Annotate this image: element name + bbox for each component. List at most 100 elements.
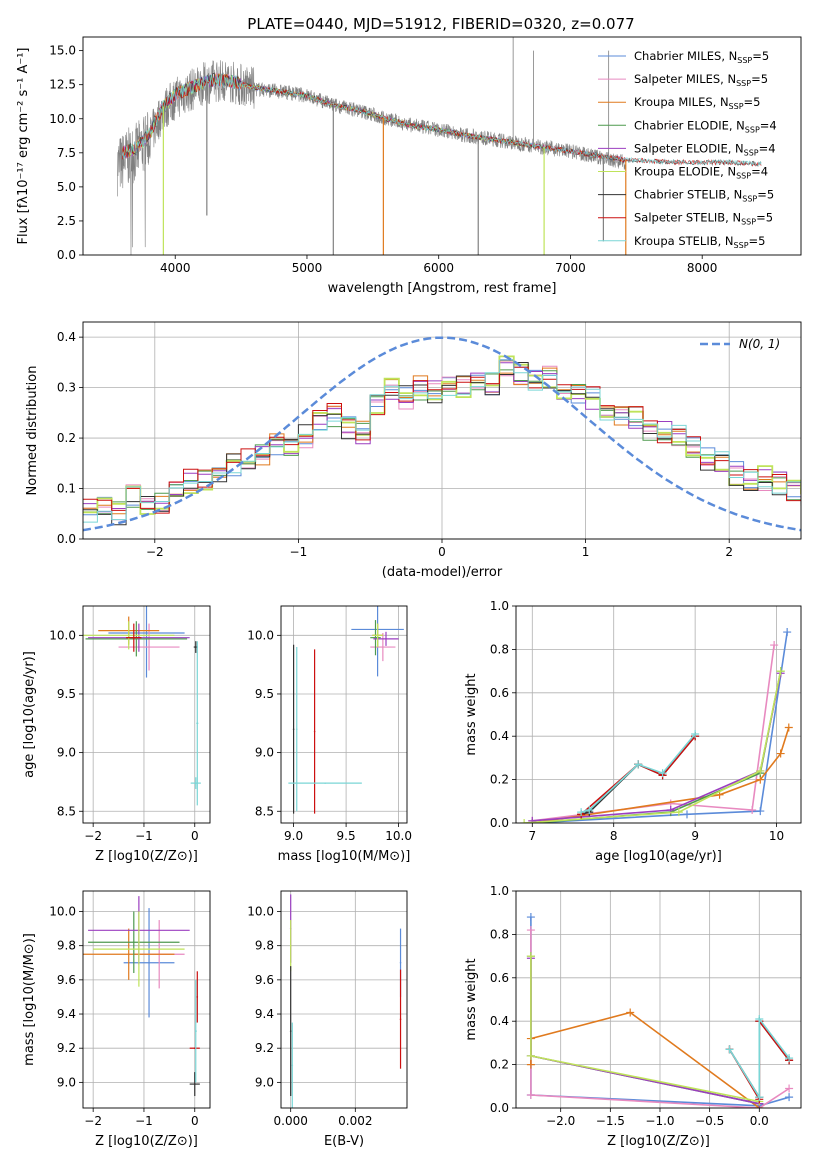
mass-vs-ebv-point bbox=[399, 1018, 402, 1020]
residuals-ytick-label: 0.2 bbox=[57, 431, 76, 445]
massweight-vs-Z-panel: −2.0 −1.5 −1.0 −0.5 0.0 0.0 0.2 0.4 0.6 0.8 1.0 Z [… bbox=[464, 884, 802, 1149]
residuals-ytick-label: 0.0 bbox=[57, 532, 76, 546]
mass-vs-ebv-ytick-label: 9.2 bbox=[255, 1041, 274, 1055]
massweight-vs-age-xtick-label: 10 bbox=[769, 829, 784, 843]
massweight-vs-Z-plot-area bbox=[526, 913, 794, 1108]
residual-histogram-step bbox=[83, 359, 801, 523]
massweight-vs-age-marker bbox=[770, 641, 779, 650]
age-vs-mass-panel: 9.0 9.5 10.0 8.5 9.0 9.5 10.0 mass [log10(M/M⊙)… bbox=[247, 605, 412, 864]
massweight-vs-age-marker bbox=[748, 805, 757, 814]
mass-vs-ebv-point bbox=[289, 944, 292, 947]
massweight-vs-age-series-line bbox=[532, 670, 782, 823]
spectrum-xtick-label: 5000 bbox=[292, 261, 323, 275]
age-vs-Z-xtick-label: −2 bbox=[84, 829, 102, 843]
residuals-xtick-label: −2 bbox=[146, 545, 164, 559]
spectrum-ytick-label: 12.5 bbox=[49, 78, 76, 92]
massweight-vs-Z-ytick-label: 1.0 bbox=[490, 884, 509, 898]
massweight-vs-age-marker bbox=[585, 805, 594, 814]
spectrum-model-line bbox=[122, 73, 762, 167]
residuals-xtick-label: 0 bbox=[438, 545, 446, 559]
spectrum-xlabel: wavelength [Angstrom, rest frame] bbox=[328, 281, 557, 296]
massweight-vs-age-xtick-label: 9 bbox=[691, 829, 699, 843]
massweight-vs-age-marker bbox=[634, 760, 643, 769]
mass-vs-ebv-panel: 0.000 0.002 9.0 9.2 9.4 9.6 9.8 10.0 E(B-V) bbox=[247, 890, 408, 1149]
age-vs-mass-ytick-label: 9.5 bbox=[255, 687, 274, 701]
normal-curve-line bbox=[83, 336, 801, 532]
age-vs-mass-ytick-label: 10.0 bbox=[247, 628, 274, 642]
massweight-vs-age-marker bbox=[674, 808, 683, 817]
massweight-vs-age-marker bbox=[756, 766, 765, 775]
massweight-vs-Z-marker bbox=[526, 1060, 535, 1069]
massweight-vs-age-ytick-label: 1.0 bbox=[490, 599, 509, 613]
age-vs-mass-point bbox=[324, 782, 326, 784]
mass-vs-Z-ytick-label: 9.4 bbox=[57, 1007, 76, 1021]
mass-vs-Z-ytick-label: 9.6 bbox=[57, 973, 76, 987]
massweight-vs-age-marker bbox=[783, 628, 792, 637]
residuals-ytick-label: 0.3 bbox=[57, 381, 76, 395]
age-vs-Z-xtick-label: 0 bbox=[191, 829, 199, 843]
spectrum-xtick-label: 6000 bbox=[423, 261, 454, 275]
residuals-xlabel: (data-model)/error bbox=[382, 565, 503, 580]
massweight-vs-age-marker bbox=[683, 810, 691, 819]
mass-vs-ebv-xlabel: E(B-V) bbox=[324, 1134, 364, 1149]
spectrum-xtick-label: 8000 bbox=[687, 261, 718, 275]
residual-histogram-step bbox=[83, 369, 801, 515]
massweight-vs-age-marker bbox=[776, 667, 785, 676]
massweight-vs-age-marker bbox=[520, 819, 529, 823]
age-vs-Z-point bbox=[194, 782, 197, 784]
mass-vs-ebv-ytick-label: 9.0 bbox=[255, 1075, 274, 1089]
massweight-vs-Z-series-line bbox=[530, 1011, 760, 1108]
age-vs-Z-point bbox=[127, 634, 130, 637]
mass-vs-ebv-xtick-label: 0.002 bbox=[338, 1114, 372, 1128]
massweight-vs-age-marker bbox=[756, 807, 765, 816]
massweight-vs-age-plot-area bbox=[520, 628, 793, 823]
massweight-vs-age-ylabel: mass weight bbox=[464, 673, 479, 755]
massweight-vs-age-xlabel: age [log10(age/yr)] bbox=[595, 849, 722, 864]
age-vs-Z-point bbox=[135, 638, 138, 640]
mass-vs-Z-ylabel: mass [log10(M/M⊙)] bbox=[22, 933, 37, 1066]
spectrum-xtick-label: 7000 bbox=[555, 261, 586, 275]
massweight-vs-Z-xtick-label: −1.5 bbox=[596, 1114, 625, 1128]
age-vs-Z-ylabel: age [log10(age/yr)] bbox=[22, 651, 37, 778]
legend-entry-label: Salpeter MILES, NSSP=5 bbox=[634, 72, 768, 88]
age-vs-mass-plot-area bbox=[288, 606, 404, 814]
mass-vs-Z-point bbox=[196, 996, 199, 998]
massweight-vs-age-marker bbox=[658, 769, 667, 778]
spectrum-ytick-label: 0.0 bbox=[57, 248, 76, 262]
age-vs-Z-ytick-label: 9.0 bbox=[57, 746, 76, 760]
massweight-vs-age-ytick-label: 0.2 bbox=[490, 773, 509, 787]
massweight-vs-Z-xtick-label: 0.0 bbox=[750, 1114, 769, 1128]
massweight-vs-age-marker bbox=[577, 808, 586, 817]
mass-vs-ebv-ytick-label: 9.4 bbox=[255, 1007, 274, 1021]
mass-vs-Z-point bbox=[138, 948, 140, 950]
age-vs-Z-plot-area bbox=[83, 606, 201, 806]
age-vs-mass-xtick-label: 10.0 bbox=[385, 829, 412, 843]
spectrum-ytick-label: 10.0 bbox=[49, 112, 76, 126]
massweight-vs-Z-marker bbox=[526, 926, 535, 935]
massweight-vs-Z-series-line bbox=[728, 1016, 790, 1100]
massweight-vs-Z-ylabel: mass weight bbox=[464, 958, 479, 1040]
mass-vs-ebv-ytick-label: 9.8 bbox=[255, 939, 274, 953]
massweight-vs-age-ytick-label: 0.0 bbox=[490, 816, 509, 830]
spectrum-panel: 4000 5000 6000 7000 8000 0.0 2.5 5.0 7.5 10.0 12.5… bbox=[16, 36, 802, 296]
residual-histogram-step bbox=[83, 359, 801, 516]
age-vs-mass-xtick-label: 9.5 bbox=[337, 829, 356, 843]
spectrum-ylabel: Flux [fλ10⁻¹⁷ erg cm⁻² s⁻¹ A⁻¹] bbox=[16, 48, 31, 245]
massweight-vs-age-frame bbox=[515, 605, 802, 824]
massweight-vs-Z-frame bbox=[515, 890, 802, 1109]
massweight-vs-age-marker bbox=[691, 730, 700, 739]
age-vs-mass-point bbox=[313, 730, 316, 733]
massweight-vs-age-xtick-label: 7 bbox=[528, 829, 536, 843]
spectrum-frame bbox=[82, 36, 802, 256]
massweight-vs-age-marker bbox=[776, 749, 785, 758]
massweight-vs-Z-xlabel: Z [log10(Z/Z⊙)] bbox=[607, 1134, 710, 1149]
age-vs-mass-point bbox=[295, 728, 298, 730]
massweight-vs-Z-ytick-label: 0.8 bbox=[490, 927, 509, 941]
mass-vs-Z-frame bbox=[82, 890, 211, 1109]
mass-vs-Z-point bbox=[193, 1047, 196, 1049]
age-vs-mass-point bbox=[292, 728, 295, 730]
age-vs-Z-frame bbox=[82, 605, 211, 824]
massweight-vs-Z-ytick-label: 0.0 bbox=[490, 1101, 509, 1115]
legend-entry-label: Chabrier STELIB, NSSP=5 bbox=[634, 188, 774, 204]
age-vs-Z-point bbox=[148, 646, 150, 648]
